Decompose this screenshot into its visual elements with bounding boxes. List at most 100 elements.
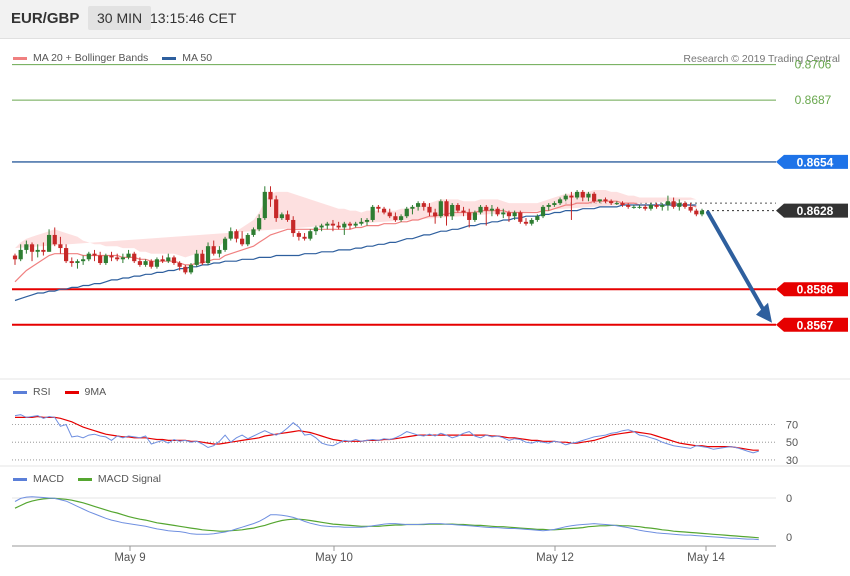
candle [660,203,665,211]
ma20-swatch-icon [13,56,27,60]
candle [245,233,250,247]
candle-body [552,203,557,205]
candle [643,204,648,211]
candle [688,203,693,213]
candle [92,249,97,262]
candle [251,227,256,237]
candle [665,195,671,211]
candle [592,191,597,204]
candle-body [29,244,35,252]
candle-body [489,208,495,211]
candle-body [461,210,466,213]
candle-body [535,216,540,220]
candle [200,249,205,265]
candle [279,212,284,220]
candle-body [376,206,381,209]
level-label-target: 0.8706 [795,58,832,72]
level-label-bg-last [776,203,848,218]
legend-macd-label: MACD [33,473,64,485]
candle-body [540,206,546,217]
candle-body [648,204,654,209]
candle-body [359,221,364,224]
candle [257,214,262,232]
candle [171,255,177,265]
macd-signal-swatch-icon [77,477,92,481]
candle [694,208,699,217]
candle-body [398,216,404,220]
candle [12,253,18,265]
candle [24,240,29,254]
candle-body [296,233,301,237]
rsi-tick-label: 70 [786,419,798,431]
candle-body [643,206,648,209]
candle [404,206,409,219]
candle-body [364,219,370,222]
candle [376,204,381,213]
candle [41,242,46,256]
candle [46,229,52,252]
main-legend: MA 20 + Bollinger Bands MA 50 [13,52,226,64]
candle-body [563,195,568,200]
candle [546,203,551,211]
candle [455,203,460,213]
candle [393,212,398,222]
candle-body [455,204,460,211]
candle [489,204,495,217]
candle-body [444,201,449,217]
candle-body [222,238,228,250]
candle [353,221,358,228]
macd-legend: MACD MACD Signal [13,473,175,485]
candle-body [421,203,426,207]
candle-body [285,214,290,220]
candle [523,218,529,226]
candle [552,201,557,207]
candle [557,197,563,205]
candle [682,201,688,209]
candle [467,208,472,228]
candle-body [472,212,477,220]
rsi-tick-label: 30 [786,455,798,467]
candle-body [620,203,625,205]
candle-body [580,191,585,198]
level-label-support: 0.8567 [797,318,834,332]
credit-text: Research © 2019 Trading Central [683,53,840,65]
candle [296,231,301,241]
candle [137,257,143,267]
candle-body [450,204,455,217]
candle [574,190,580,200]
candle-body [46,234,52,252]
candle-body [518,212,523,222]
candle [597,199,602,204]
candle-body [262,191,267,219]
candle-body [381,208,387,213]
candle [506,210,512,222]
candle-body [188,264,194,273]
candle [325,221,330,230]
candle [529,218,534,226]
candle-body [484,206,489,211]
level-label-bg-support [776,317,848,332]
candle-body [154,259,160,267]
candle [671,197,676,209]
candle-body [654,204,659,207]
candle-body [416,203,421,207]
candle [166,253,171,264]
timeframe-selector[interactable]: 30 MIN [88,6,152,30]
rsi-legend: RSI 9MA [13,386,120,398]
candle-body [347,223,353,226]
candle [444,199,449,226]
candle-body [126,253,131,258]
candle [268,186,273,207]
candle [563,193,568,202]
candle-body [626,204,631,207]
level-label-resistance: 0.8654 [797,155,834,169]
candle-body [137,261,143,265]
candle [274,195,279,222]
candle-body [24,244,29,250]
candle-body [557,199,563,204]
candle-body [433,212,438,217]
rsi-tick-label: 50 [786,437,798,449]
candle-body [353,223,358,226]
candle [291,216,296,237]
